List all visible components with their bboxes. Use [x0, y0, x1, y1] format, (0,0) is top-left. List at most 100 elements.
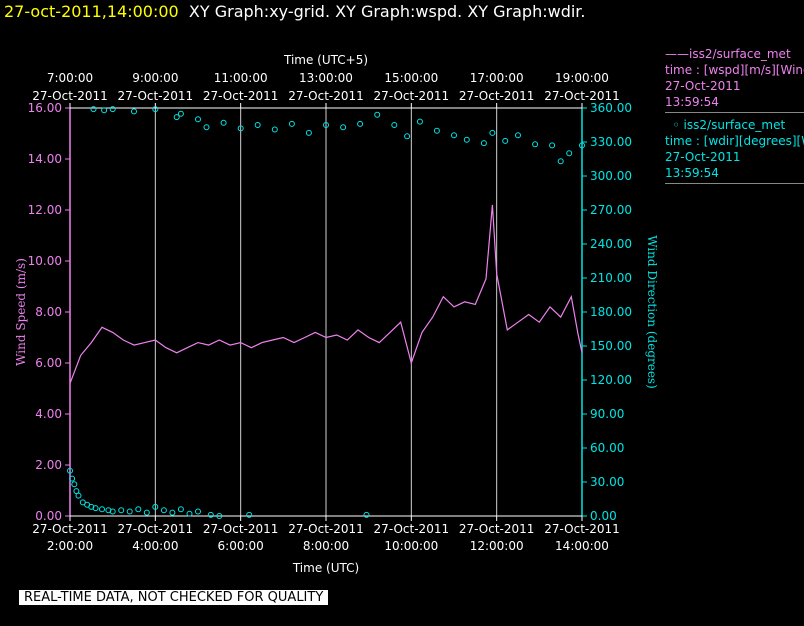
x-top-tick-date: 27-Oct-2011: [32, 89, 108, 103]
wdir-point: [152, 503, 159, 510]
y-left-tick-label: 0.00: [35, 509, 62, 523]
wdir-point: [186, 510, 193, 517]
quality-notice: REAL-TIME DATA, NOT CHECKED FOR QUALITY: [19, 590, 329, 605]
y-left-tick-label: 16.00: [28, 101, 62, 115]
wdir-point: [92, 505, 99, 512]
y-left-tick-label: 2.00: [35, 458, 62, 472]
wdir-point: [101, 107, 108, 114]
x-top-tick-date: 27-Oct-2011: [544, 89, 620, 103]
y-right-tick-label: 330.00: [590, 135, 632, 149]
y-right-tick-label: 150.00: [590, 339, 632, 353]
y-left-tick-label: 14.00: [28, 152, 62, 166]
x-top-tick-label: 19:00:00: [555, 71, 609, 85]
legend-circle-marker: ◦: [672, 118, 680, 132]
wdir-point: [254, 122, 261, 128]
header-graph-titles: XY Graph:xy-grid. XY Graph:wspd. XY Grap…: [188, 2, 586, 21]
wdir-point: [549, 142, 556, 149]
header-timestamp: 27-oct-2011,14:00:00: [4, 2, 179, 21]
wdir-point: [288, 120, 295, 127]
x-bottom-axis-label: Time (UTC): [292, 561, 359, 575]
y-left-tick-label: 10.00: [28, 254, 62, 268]
wdir-point: [152, 106, 159, 113]
wdir-point: [169, 509, 176, 516]
x-bottom-tick-date: 27-Oct-2011: [459, 522, 535, 536]
legend-line-marker: ——: [665, 47, 689, 61]
wspd-series-line: [69, 204, 583, 384]
legend-wspd-name: iss2/surface_met: [689, 47, 791, 61]
x-bottom-tick-date: 27-Oct-2011: [203, 522, 279, 536]
wdir-point: [557, 158, 564, 165]
x-bottom-tick-date: 27-Oct-2011: [118, 522, 194, 536]
wdir-point: [75, 492, 82, 499]
y-right-tick-label: 90.00: [590, 407, 624, 421]
wdir-point: [160, 507, 167, 514]
legend-wdir-time: 13:59:54: [665, 166, 719, 180]
x-top-tick-date: 27-Oct-2011: [203, 89, 279, 103]
wdir-point: [357, 120, 364, 127]
wdir-point: [71, 481, 78, 488]
wdir-point: [118, 507, 125, 514]
x-top-tick-label: 17:00:00: [470, 71, 524, 85]
y-left-tick-label: 12.00: [28, 203, 62, 217]
wdir-point: [220, 119, 227, 126]
y-left-tick-label: 6.00: [35, 356, 62, 370]
wdir-point: [126, 508, 133, 515]
wdir-point: [566, 150, 573, 157]
x-bottom-tick-label: 2:00:00: [47, 539, 93, 553]
y-right-tick-label: 300.00: [590, 169, 632, 183]
y-right-tick-label: 60.00: [590, 441, 624, 455]
legend: ——iss2/surface_met time : [wspd][m/s][Wi…: [665, 46, 804, 188]
y-right-axis-label: Wind Direction (degrees): [645, 235, 659, 389]
wdir-point: [195, 508, 201, 515]
x-bottom-tick-date: 27-Oct-2011: [32, 522, 108, 536]
wdir-point: [135, 506, 142, 513]
wdir-point: [374, 111, 381, 118]
header: 27-oct-2011,14:00:00 XY Graph:xy-grid. X…: [4, 2, 586, 21]
x-bottom-tick-label: 4:00:00: [132, 539, 178, 553]
wdir-point: [195, 116, 201, 123]
legend-wspd-desc: time : [wspd][m/s][Wind: [665, 63, 804, 77]
y-right-tick-label: 210.00: [590, 271, 632, 285]
wdir-point: [502, 137, 509, 144]
wdir-point: [207, 511, 214, 518]
x-top-tick-label: 9:00:00: [132, 71, 178, 85]
y-right-tick-label: 180.00: [590, 305, 632, 319]
wdir-point: [416, 118, 423, 125]
wdir-point: [391, 122, 398, 128]
y-right-tick-label: 240.00: [590, 237, 632, 251]
wdir-point: [579, 142, 585, 149]
legend-wspd-time: 13:59:54: [665, 95, 719, 109]
x-bottom-tick-date: 27-Oct-2011: [544, 522, 620, 536]
wdir-point: [109, 508, 116, 515]
wdir-point: [131, 108, 137, 115]
y-right-tick-label: 360.00: [590, 101, 632, 115]
wdir-point: [143, 509, 150, 516]
wdir-point: [203, 124, 210, 131]
wdir-point: [69, 475, 76, 482]
x-top-tick-label: 7:00:00: [47, 71, 93, 85]
x-top-tick-date: 27-Oct-2011: [459, 89, 535, 103]
wdir-point: [433, 127, 440, 134]
wdir-point: [340, 124, 347, 131]
wdir-point: [515, 132, 521, 139]
x-top-tick-label: 11:00:00: [214, 71, 268, 85]
wdir-point: [480, 140, 487, 147]
x-top-tick-date: 27-Oct-2011: [118, 89, 194, 103]
y-right-tick-label: 270.00: [590, 203, 632, 217]
x-top-axis-label: Time (UTC+5): [283, 53, 368, 67]
x-bottom-tick-date: 27-Oct-2011: [288, 522, 364, 536]
wdir-point: [67, 467, 73, 474]
legend-wspd: ——iss2/surface_met time : [wspd][m/s][Wi…: [665, 46, 804, 113]
wdir-point: [463, 136, 470, 143]
x-bottom-tick-label: 8:00:00: [303, 539, 349, 553]
x-bottom-tick-date: 27-Oct-2011: [374, 522, 450, 536]
wdir-point: [404, 133, 411, 140]
legend-wdir-name: iss2/surface_met: [683, 118, 786, 132]
legend-wspd-date: 27-Oct-2011: [665, 79, 741, 93]
wdir-point: [363, 511, 370, 518]
x-bottom-tick-label: 14:00:00: [555, 539, 609, 553]
x-top-tick-date: 27-Oct-2011: [374, 89, 450, 103]
wdir-point: [305, 129, 312, 136]
y-left-tick-label: 4.00: [35, 407, 62, 421]
